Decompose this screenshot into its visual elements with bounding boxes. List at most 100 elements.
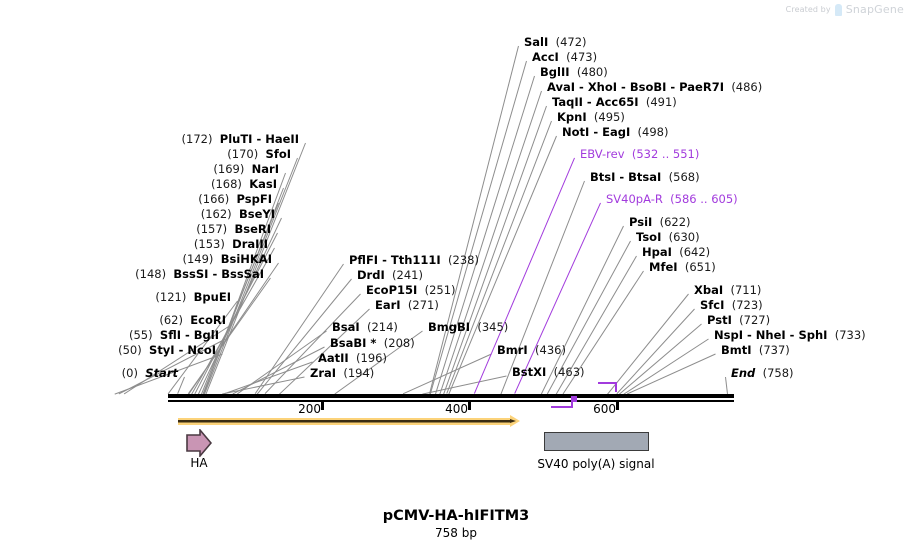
enzyme-name: BglII — [540, 65, 570, 79]
enzyme-name: EagI — [602, 125, 631, 139]
site-position: (55) — [128, 328, 153, 342]
site-position: (758) — [762, 366, 794, 380]
right-label-item[interactable]: TaqII - Acc65I (491) — [552, 96, 677, 108]
site-position: (486) — [731, 80, 763, 94]
enzyme-name: BsoBI — [629, 80, 667, 94]
left-label-item[interactable]: (55) SflI - BglI — [0, 329, 219, 341]
left-label-item[interactable]: (153) DraIII — [0, 238, 268, 250]
right-label-item[interactable]: BtsI - BtsaI (568) — [590, 171, 700, 183]
left-label-item[interactable]: (170) SfoI — [0, 148, 291, 160]
left-label-item[interactable]: (169) NarI — [0, 163, 279, 175]
site-position: (532 .. 551) — [631, 147, 700, 161]
site-position: (711) — [730, 283, 762, 297]
right-label-item[interactable]: End (758) — [731, 367, 794, 379]
mid-label-item[interactable]: BmrI (436) — [497, 344, 566, 356]
site-position: (733) — [834, 328, 866, 342]
right-label-item[interactable]: SfcI (723) — [700, 299, 763, 311]
right-label-item[interactable]: AvaI - XhoI - BsoBI - PaeR7I (486) — [547, 81, 762, 93]
site-position: (568) — [668, 170, 700, 184]
site-position: (196) — [356, 351, 387, 365]
left-label-item[interactable]: (149) BsiHKAI — [0, 253, 272, 265]
name-separator: - — [575, 80, 588, 94]
right-label-item[interactable]: PstI (727) — [707, 314, 770, 326]
sv40pa-r-primer-hook — [598, 382, 616, 384]
left-label-item[interactable]: (157) BseRI — [0, 223, 271, 235]
right-label-item[interactable]: EBV-rev (532 .. 551) — [580, 148, 699, 160]
mid-label-item[interactable]: EarI (271) — [375, 299, 439, 311]
site-position: (238) — [448, 253, 479, 267]
ruler-tick-label: 200 — [298, 402, 321, 416]
right-label-item[interactable]: NspI - NheI - SphI (733) — [714, 329, 866, 341]
orf-arrow-head-inner — [510, 418, 516, 423]
left-label-item[interactable]: (162) BseYI — [0, 208, 275, 220]
enzyme-name: StyI — [149, 343, 175, 357]
site-position: (622) — [659, 215, 691, 229]
enzyme-name: AccI — [532, 50, 559, 64]
mid-left-label-item[interactable]: AatII (196) — [318, 352, 387, 364]
mid-label-item[interactable]: BstXI (463) — [512, 366, 585, 378]
mid-label-item[interactable]: DrdI (241) — [357, 269, 423, 281]
right-label-item[interactable]: NotI - EagI (498) — [562, 126, 668, 138]
right-label-item[interactable]: SalI (472) — [524, 36, 587, 48]
mid-label-item[interactable]: PflFI - Tth111I (238) — [349, 254, 479, 266]
left-label-item[interactable]: (0) Start — [0, 367, 178, 379]
site-position: (651) — [684, 260, 716, 274]
snapgene-logo-icon — [834, 3, 842, 16]
name-separator: - — [589, 125, 603, 139]
left-label-item[interactable]: (121) BpuEI — [0, 291, 231, 303]
right-label-leader — [473, 157, 576, 395]
mid-left-label-item[interactable]: BsaBI * (208) — [330, 337, 415, 349]
left-label-item[interactable]: (172) PluTI - HaeII — [0, 133, 299, 145]
enzyme-name: Tth111I — [390, 253, 441, 267]
mid-left-label-item[interactable]: ZraI (194) — [310, 367, 374, 379]
site-position: (162) — [200, 207, 232, 221]
enzyme-name: BstXI — [512, 365, 547, 379]
right-label-item[interactable]: PsiI (622) — [629, 216, 691, 228]
right-label-item[interactable]: BglII (480) — [540, 66, 608, 78]
enzyme-name: HaeII — [265, 132, 299, 146]
ebv-rev-primer-mark — [571, 396, 577, 402]
enzyme-name: KpnI — [557, 110, 587, 124]
left-label-item[interactable]: (168) KasI — [0, 178, 277, 190]
mid-left-label-item[interactable]: BsaI (214) — [332, 321, 398, 333]
enzyme-name: PspFI — [236, 192, 272, 206]
right-label-item[interactable]: HpaI (642) — [642, 246, 710, 258]
mid-label-item[interactable]: EcoP15I (251) — [366, 284, 456, 296]
site-position: (586 .. 605) — [670, 192, 738, 206]
site-position: (208) — [383, 336, 415, 350]
right-label-item[interactable]: XbaI (711) — [694, 284, 761, 296]
site-position: (148) — [135, 267, 167, 281]
left-label-item[interactable]: (62) EcoRI — [0, 314, 226, 326]
name-separator: - — [582, 95, 596, 109]
enzyme-name: TsoI — [636, 230, 662, 244]
site-position: (172) — [181, 132, 213, 146]
enzyme-name: BsiHKAI — [220, 252, 272, 266]
right-label-item[interactable]: BmtI (737) — [721, 344, 790, 356]
enzyme-name: DrdI — [357, 268, 385, 282]
name-separator: - — [785, 328, 799, 342]
right-label-item[interactable]: KpnI (495) — [557, 111, 625, 123]
enzyme-name: End — [731, 366, 756, 380]
right-label-item[interactable]: MfeI (651) — [649, 261, 716, 273]
site-position: (168) — [210, 177, 242, 191]
site-position: (170) — [227, 147, 259, 161]
left-label-item[interactable]: (166) PspFI — [0, 193, 272, 205]
ruler-tick-mark — [321, 401, 324, 410]
enzyme-name: EcoP15I — [366, 283, 418, 297]
right-label-item[interactable]: TsoI (630) — [636, 231, 700, 243]
sv40pa-r-primer-line — [615, 382, 617, 392]
page-title: pCMV-HA-hIFITM3 — [382, 508, 530, 524]
left-label-item[interactable]: (148) BssSI - BssSaI — [0, 268, 264, 280]
site-position: (149) — [182, 252, 214, 266]
right-label-item[interactable]: SV40pA-R (586 .. 605) — [606, 193, 738, 205]
feature-sv40-polya-box — [544, 432, 649, 451]
right-label-leader — [725, 376, 728, 395]
mid-label-item[interactable]: BmgBI (345) — [428, 321, 508, 333]
site-position: (480) — [576, 65, 608, 79]
right-label-item[interactable]: AccI (473) — [532, 51, 597, 63]
left-label-item[interactable]: (50) StyI - NcoI — [0, 344, 216, 356]
name-separator: - — [252, 132, 266, 146]
name-separator: - — [378, 253, 391, 267]
enzyme-name: BtsaI — [628, 170, 662, 184]
watermark-brand: SnapGene — [845, 3, 904, 16]
